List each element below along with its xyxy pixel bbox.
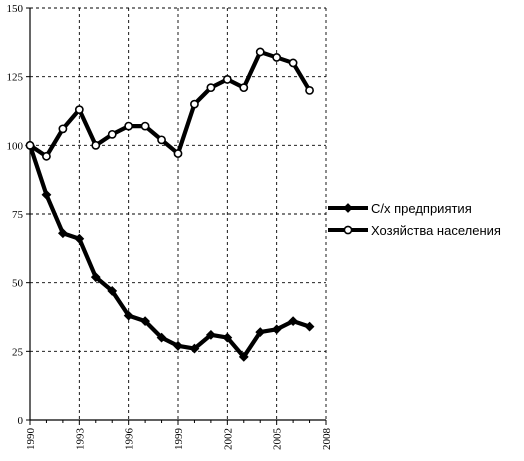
series-1-point-7	[140, 316, 151, 327]
legend-marker-1	[343, 203, 353, 213]
axis-layer: 0 25 50 75 100 125 150 1990 1993 1996 1999 2002 2005…	[7, 3, 334, 450]
series-2-point-12	[222, 75, 232, 84]
x-tick-label-1993: 1993	[74, 428, 86, 451]
series-2	[25, 47, 314, 161]
series-2-point-6	[124, 121, 134, 131]
legend-item-1: С/х предприятия	[328, 201, 472, 216]
series-2-point-0	[25, 140, 35, 150]
legend-label-1: С/х предприятия	[371, 201, 472, 216]
legend-marker-2	[343, 225, 353, 235]
x-tick-label-2002: 2002	[222, 428, 234, 450]
series-1-point-10	[189, 343, 200, 354]
series-2-point-15	[272, 53, 282, 62]
legend: С/х предприятия Хозяйства населения	[328, 201, 501, 238]
series-1-point-11	[205, 329, 216, 340]
y-tick-label-0: 0	[18, 415, 24, 427]
x-tick-label-2008: 2008	[321, 428, 333, 451]
x-tick-label-2005: 2005	[272, 428, 284, 451]
series-1-point-8	[156, 332, 167, 343]
series-1-point-4	[90, 272, 101, 283]
series-1-point-1	[41, 189, 52, 200]
series-2-point-5	[107, 129, 117, 139]
series-1-point-6	[123, 310, 134, 321]
series-2-point-4	[91, 140, 101, 150]
series-1-line	[27, 143, 312, 359]
legend-label-2: Хозяйства населения	[371, 223, 501, 238]
series-2-point-1	[42, 151, 51, 161]
series-1-point-3	[74, 233, 85, 244]
series-2-point-7	[140, 121, 150, 131]
series-1-point-15	[271, 324, 282, 335]
series-1-point-16	[288, 316, 299, 327]
series-2-line	[27, 49, 312, 159]
series-2-point-3	[74, 105, 84, 115]
series-1-point-17	[304, 321, 315, 332]
y-tick-label-100: 100	[7, 140, 24, 152]
series-2-point-14	[255, 47, 265, 57]
series-2-point-8	[157, 135, 166, 145]
series-2-point-16	[288, 58, 298, 68]
series-layer	[25, 47, 315, 362]
series-1-point-13	[238, 351, 249, 362]
x-tick-label-1999: 1999	[173, 428, 185, 451]
series-2-point-9	[173, 149, 183, 158]
series-1-point-12	[222, 332, 233, 343]
series-1-point-2	[57, 228, 68, 239]
x-tick-label-1990: 1990	[25, 428, 37, 451]
legend-item-2: Хозяйства населения	[328, 223, 501, 238]
series-2-point-2	[58, 124, 68, 134]
x-tick-label-1996: 1996	[124, 428, 136, 451]
series-2-point-10	[190, 99, 199, 109]
y-tick-label-25: 25	[12, 346, 24, 358]
series-1	[25, 140, 315, 362]
series-1-point-9	[173, 340, 183, 351]
y-tick-label-75: 75	[12, 209, 24, 221]
series-1-point-14	[255, 327, 266, 338]
y-tick-label-125: 125	[7, 72, 24, 84]
grid-layer	[30, 7, 327, 420]
series-2-point-13	[239, 83, 249, 93]
y-tick-label-50: 50	[12, 278, 24, 290]
series-2-point-11	[206, 83, 216, 93]
series-2-point-17	[305, 86, 314, 95]
y-tick-label-150: 150	[7, 3, 24, 15]
series-1-point-5	[107, 285, 118, 296]
